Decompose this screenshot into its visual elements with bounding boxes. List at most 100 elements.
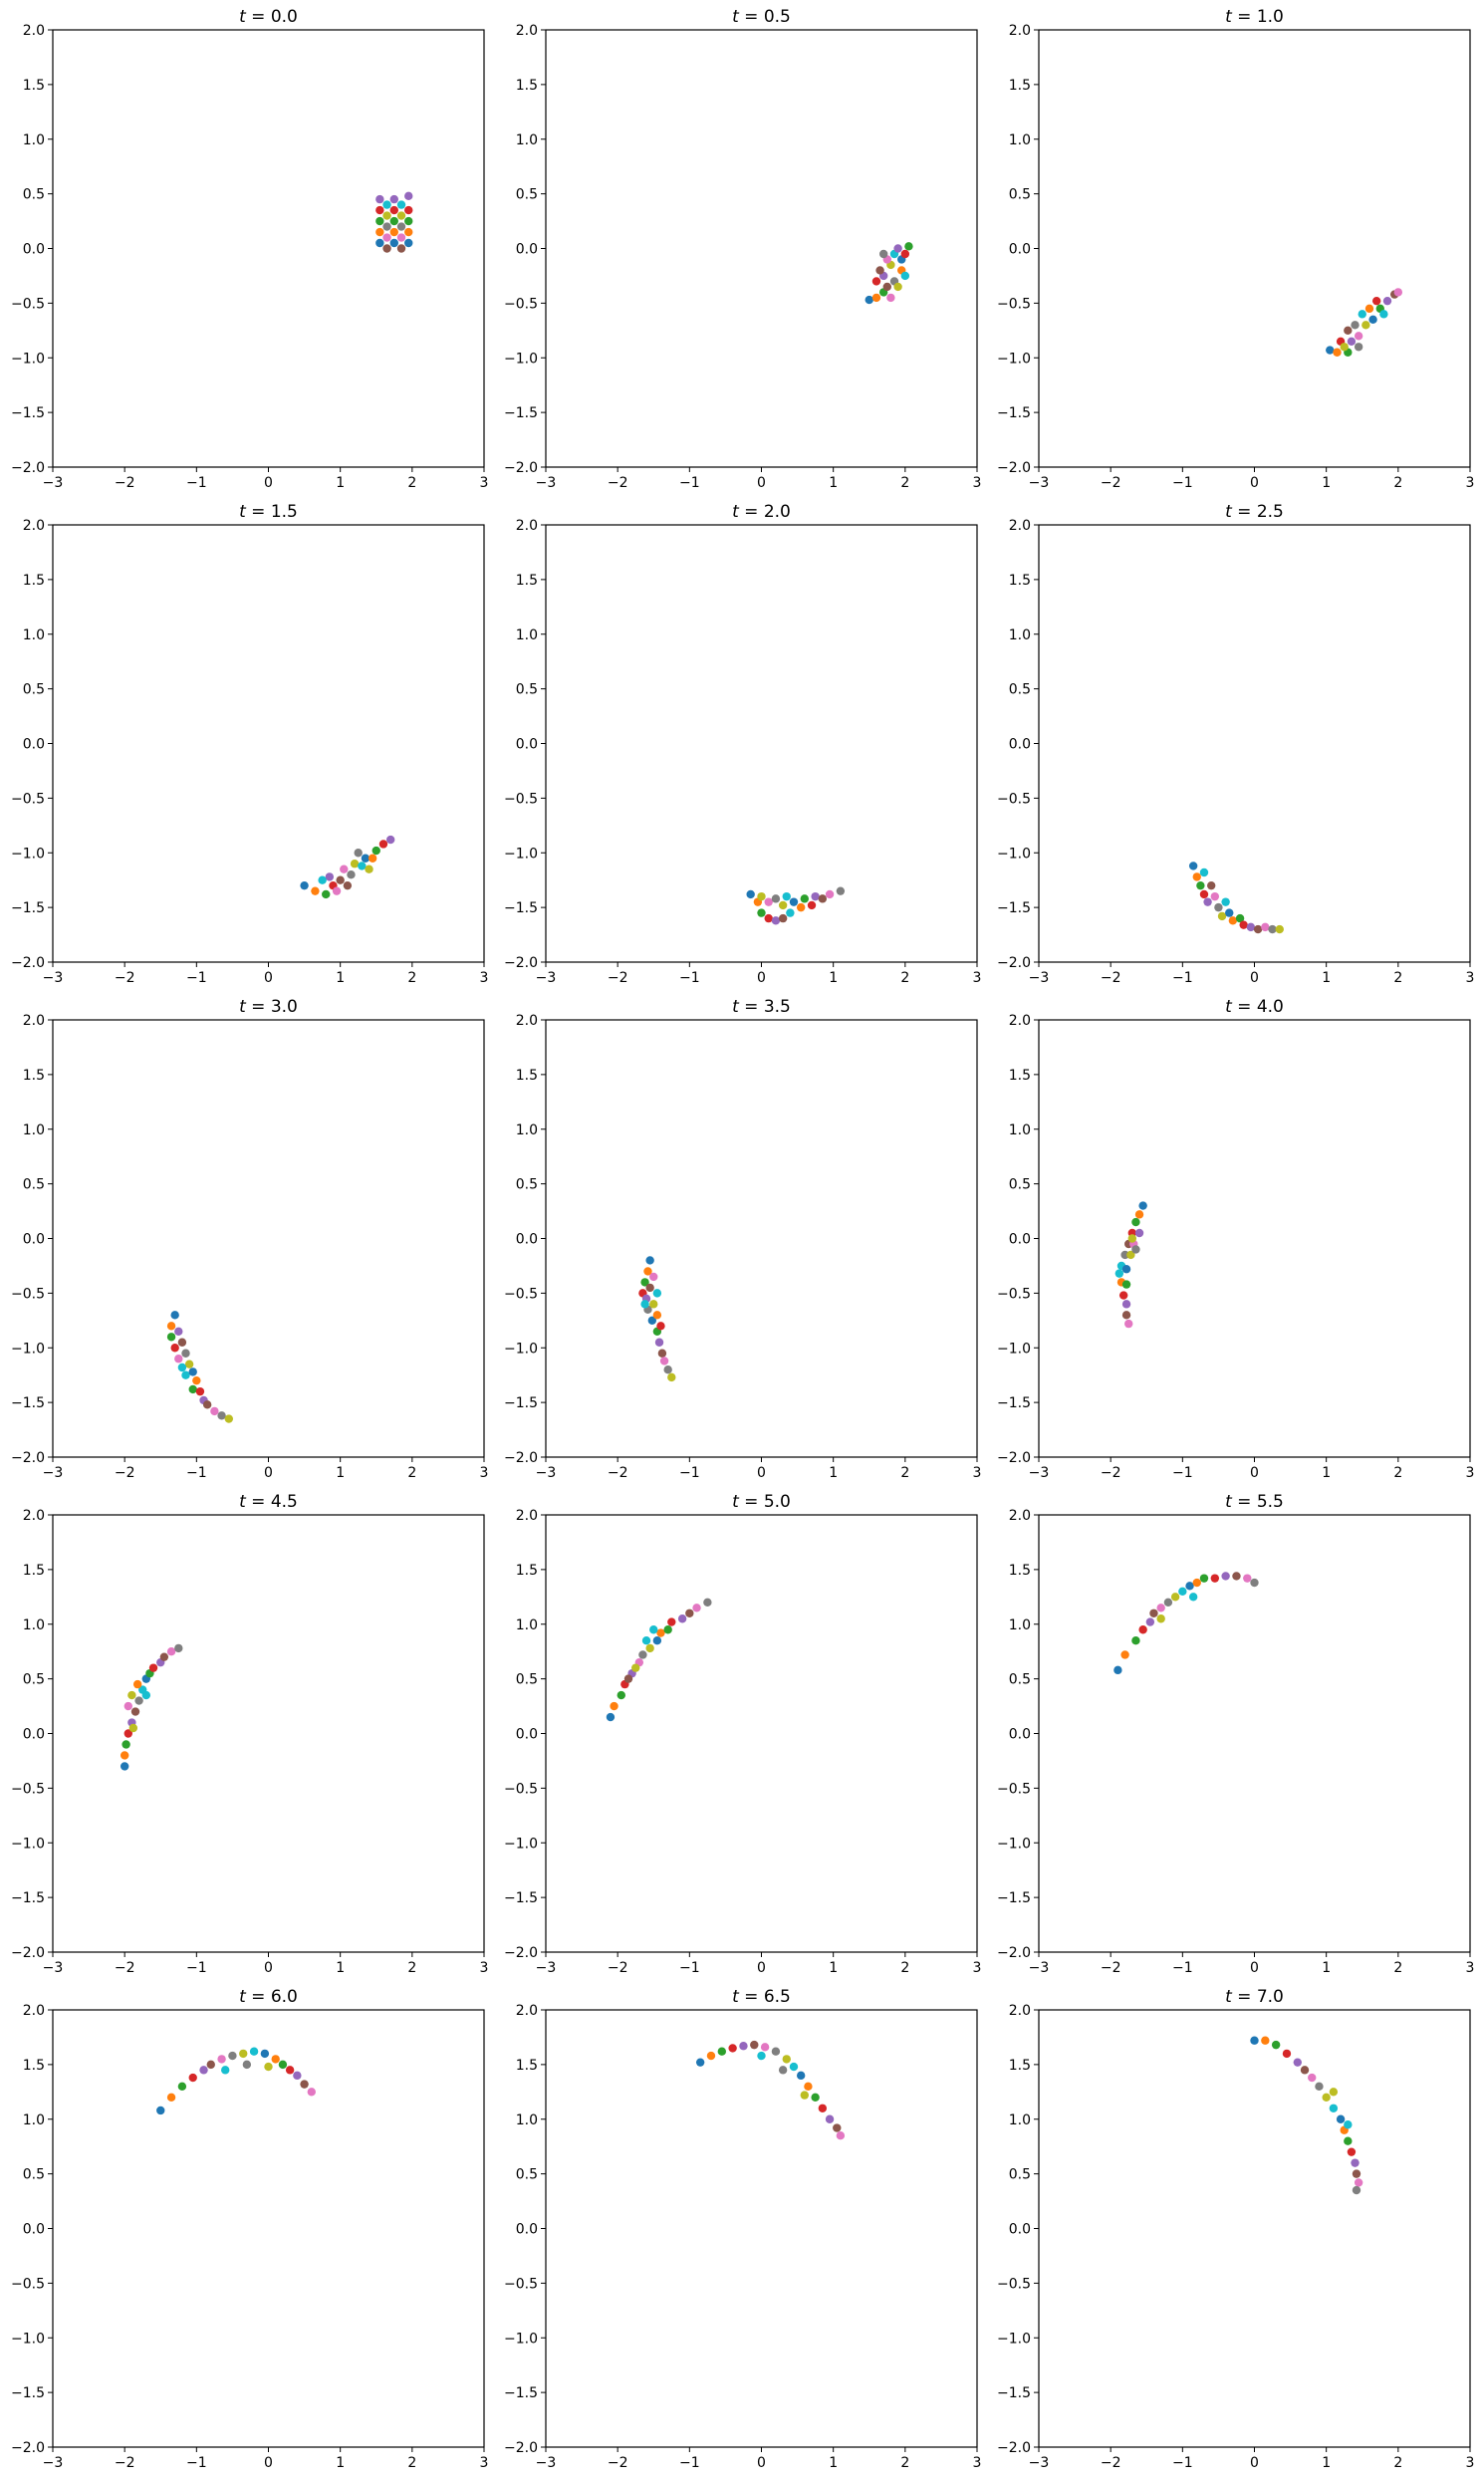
scatter-point [371, 846, 380, 856]
scatter-point [202, 1400, 212, 1409]
scatter-point [692, 1604, 701, 1612]
y-tick-label: 2.0 [1009, 1508, 1031, 1524]
x-tick-label: −3 [536, 970, 557, 986]
y-tick-label: 0.5 [516, 1672, 538, 1688]
x-tick-label: −1 [679, 970, 700, 986]
scatter-point [1361, 321, 1370, 330]
scatter-point [786, 908, 795, 917]
y-tick-label: −1.5 [504, 405, 538, 421]
subplot-title-variable: t [239, 502, 247, 522]
x-tick-label: 0 [757, 475, 766, 491]
scatter-point [311, 886, 320, 895]
subplot-14: t = 6.5 −3 −2 −1 0 1 2 3 −2.0 −1.5 −1.0 −0.5 0.0 0.5 1… [504, 1987, 981, 2471]
scatter-point [1196, 880, 1205, 890]
scatter-point [389, 238, 398, 248]
scatter-point [195, 1386, 205, 1396]
scatter-point [649, 1300, 658, 1309]
y-tick-label: 2.0 [1009, 1013, 1031, 1029]
subplot-title: t = 2.5 [1225, 502, 1284, 522]
scatter-point [332, 886, 342, 895]
scatter-point [663, 1365, 672, 1374]
x-tick-label: 2 [1393, 1465, 1402, 1481]
x-tick-label: −2 [115, 2455, 135, 2471]
scatter-point [217, 2055, 226, 2064]
subplot-title-variable: t [732, 1492, 740, 1512]
x-tick-label: 0 [264, 1960, 273, 1976]
scatter-point [1344, 2120, 1353, 2129]
subplot-title-value: = 0.5 [739, 7, 791, 27]
subplot-title-value: = 7.0 [1232, 1987, 1284, 2007]
subplot-15: t = 7.0 −3 −2 −1 0 1 2 3 −2.0 −1.5 −1.0 −0.5 0.0 0.5 1… [997, 1987, 1474, 2471]
y-tick-label: −1.5 [504, 2385, 538, 2401]
scatter-points [1326, 288, 1403, 357]
scatter-point [300, 880, 309, 890]
scatter-point [148, 1663, 158, 1672]
axes-frame [52, 1019, 485, 1458]
x-tick-label: −2 [608, 475, 628, 491]
y-tick-label: 2.0 [23, 1508, 45, 1524]
scatter-point [818, 894, 828, 903]
scatter-points [300, 835, 395, 899]
scatter-point [249, 2047, 259, 2056]
x-tick-label: −1 [1172, 475, 1193, 491]
scatter-point [1131, 1217, 1140, 1227]
y-tick-label: −0.5 [997, 2276, 1031, 2292]
x-tick-label: 0 [264, 970, 273, 986]
x-tick-label: −3 [1029, 475, 1050, 491]
subplot-title-value: = 6.5 [739, 1987, 791, 2007]
x-tick-label: −3 [536, 1465, 557, 1481]
scatter-point [378, 840, 388, 849]
scatter-point [396, 200, 406, 209]
scatter-point [389, 205, 398, 215]
scatter-point [166, 1646, 176, 1656]
y-tick-label: 1.5 [1009, 78, 1031, 94]
scatter-point [796, 902, 806, 912]
x-tick-label: 1 [1322, 2455, 1331, 2471]
scatter-point [224, 1414, 234, 1423]
scatter-point [1347, 337, 1357, 346]
scatter-point [1185, 1582, 1194, 1591]
y-tick-label: 1.5 [516, 1563, 538, 1579]
scatter-points [695, 2040, 846, 2140]
y-tick-label: −2.0 [11, 460, 45, 476]
subplot-title: t = 1.5 [239, 502, 298, 522]
subplot-6: t = 2.5 −3 −2 −1 0 1 2 3 −2.0 −1.5 −1.0 −0.5 0.0 0.5 1… [997, 502, 1474, 986]
x-tick-label: −2 [608, 1960, 628, 1976]
y-tick-label: −1.0 [997, 351, 1031, 367]
scatter-point [1149, 1609, 1158, 1617]
y-tick-label: −1.0 [997, 2331, 1031, 2347]
scatter-points [746, 886, 846, 925]
scatter-point [610, 1701, 618, 1711]
scatter-point [127, 1690, 136, 1700]
y-tick-label: −1.5 [504, 900, 538, 916]
y-tick-label: −0.5 [997, 791, 1031, 807]
axes-frame [52, 29, 485, 468]
subplot-title-value: = 5.5 [1232, 1492, 1284, 1512]
scatter-point [1214, 902, 1223, 912]
scatter-point [1239, 920, 1248, 929]
x-tick-label: 1 [1322, 475, 1331, 491]
scatter-point [833, 2123, 842, 2132]
scatter-point [1246, 922, 1256, 932]
axes-frame [1038, 29, 1471, 468]
subplot-title: t = 2.0 [732, 502, 791, 522]
scatter-point [1354, 2178, 1363, 2187]
y-tick-label: 1.0 [516, 1122, 538, 1138]
subplot-title-value: = 5.0 [739, 1492, 791, 1512]
scatter-point [800, 2091, 809, 2100]
x-tick-label: −3 [43, 475, 64, 491]
y-tick-label: 2.0 [1009, 518, 1031, 534]
x-tick-label: 0 [1250, 1960, 1259, 1976]
scatter-point [811, 891, 820, 901]
x-tick-label: 1 [1322, 970, 1331, 986]
y-tick-label: 2.0 [23, 1013, 45, 1029]
scatter-point [325, 872, 335, 881]
y-tick-label: −0.5 [11, 1286, 45, 1302]
scatter-point [389, 216, 398, 226]
y-tick-label: 1.0 [23, 2112, 45, 2128]
scatter-point [800, 894, 809, 903]
scatter-point [640, 1300, 649, 1309]
y-tick-label: −0.5 [11, 2276, 45, 2292]
subplot-title-value: = 3.0 [246, 997, 298, 1017]
y-tick-label: −1.5 [504, 1395, 538, 1411]
